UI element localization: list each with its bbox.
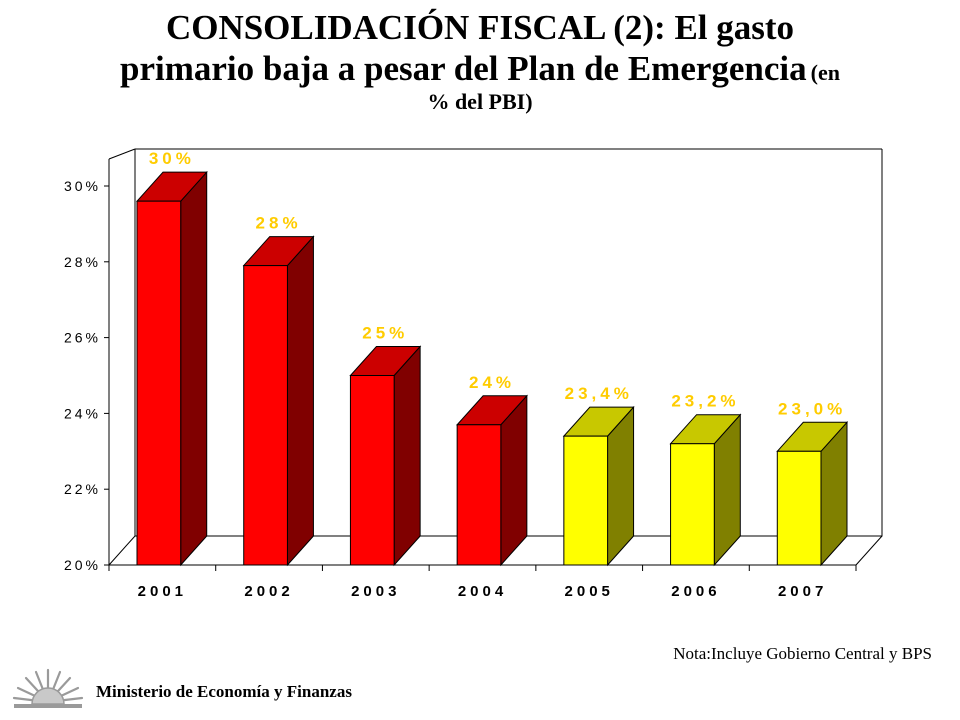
floor-right-edge: [855, 535, 883, 566]
data-label: 25%: [362, 324, 408, 343]
x-tick-label: 2003: [351, 583, 400, 600]
bar: [243, 265, 288, 566]
bar-side: [393, 345, 421, 567]
x-tick-label: 2004: [458, 583, 507, 600]
y-axis-top-edge: [108, 148, 136, 160]
y-tick-label: 22%: [64, 481, 101, 497]
title-line-2-suffix: (en: [810, 59, 840, 85]
title-line-3: % del PBI): [427, 89, 533, 115]
x-tick-label: 2006: [671, 583, 720, 600]
title-line-2: primario baja a pesar del Plan de Emerge…: [120, 48, 807, 88]
ministry-name: Ministerio de Economía y Finanzas: [96, 682, 352, 701]
footnote: Nota:Incluye Gobierno Central y BPS: [673, 644, 932, 663]
bar: [136, 200, 182, 566]
data-label: 24%: [469, 373, 515, 392]
data-label: 30%: [149, 149, 195, 168]
data-label: 28%: [256, 214, 302, 233]
y-tick-label: 20%: [64, 557, 101, 573]
bar-side: [180, 170, 208, 567]
x-tick-label: 2007: [778, 583, 827, 600]
x-tick-label: 2002: [244, 583, 293, 600]
bar: [456, 424, 502, 566]
bar: [776, 450, 822, 566]
sun-logo-icon: [12, 668, 84, 708]
x-tick-label: 2005: [565, 583, 614, 600]
page-title: CONSOLIDACIÓN FISCAL (2): El gasto prima…: [0, 8, 960, 115]
bar: [670, 443, 715, 566]
x-tick-label: 2001: [138, 583, 187, 600]
bar-side: [286, 235, 314, 567]
title-line-1: CONSOLIDACIÓN FISCAL (2): El gasto: [165, 8, 795, 47]
y-tick-label: 30%: [64, 178, 101, 194]
bar: [349, 375, 395, 566]
floor-left-edge: [108, 535, 136, 566]
y-tick-label: 24%: [64, 405, 101, 421]
bar: [563, 435, 609, 566]
data-label: 23,0%: [778, 399, 846, 418]
y-tick-label: 28%: [64, 254, 101, 270]
y-tick-label: 26%: [64, 330, 101, 346]
data-label: 23,4%: [565, 384, 633, 403]
data-label: 23,2%: [671, 392, 739, 411]
